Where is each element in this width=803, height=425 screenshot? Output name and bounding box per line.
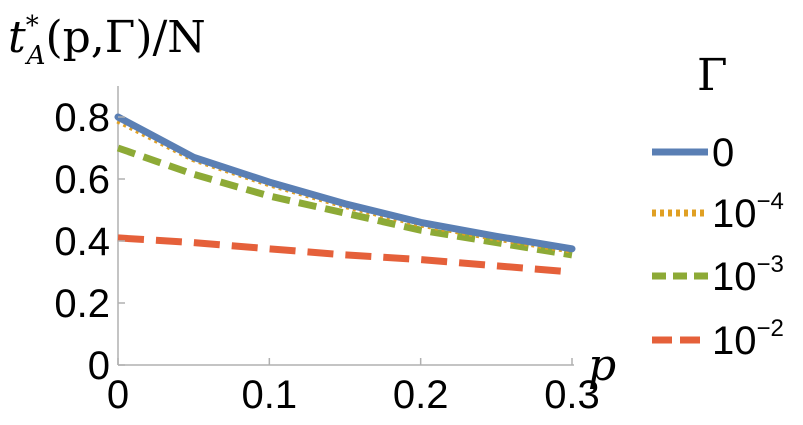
x-axis-title: p	[588, 340, 616, 391]
y-axis-title-t: t	[8, 12, 26, 63]
y-tick-label: 0.6	[54, 158, 110, 202]
axes	[117, 86, 574, 366]
series-line	[117, 234, 573, 276]
x-tick-label: 0.1	[242, 373, 298, 417]
y-axis-title-sup: *	[26, 11, 39, 41]
legend-label: 0	[712, 131, 734, 175]
y-axis-title-rest: (p,Γ)/N	[45, 12, 205, 63]
x-tick-label: 0.3	[544, 373, 600, 417]
series-line	[114, 113, 576, 253]
series-layer	[114, 113, 576, 276]
x-tick-label: 0	[107, 373, 129, 417]
y-tick-label: 0.8	[54, 96, 110, 140]
series-line	[116, 116, 573, 254]
y-tick-label: 0	[88, 344, 110, 388]
x-tick-label: 0.2	[393, 373, 449, 417]
legend-label: 10−3	[712, 251, 784, 299]
legend-title: Γ	[697, 50, 728, 101]
legend-label: 10−4	[712, 188, 784, 236]
y-axis-title: t* A(p,Γ)/N	[8, 11, 206, 71]
ticks-layer: 0 0.1 0.2 0.3 0 0.2 0.4 0.6 0.8	[54, 96, 599, 417]
legend-label: 10−2	[712, 315, 784, 363]
series-line	[116, 144, 573, 259]
legend: Γ 0 10−4 10−3 10−2	[652, 50, 784, 363]
y-tick-label: 0.4	[54, 220, 110, 264]
y-tick-label: 0.2	[54, 282, 110, 326]
y-axis-title-sub: A	[25, 41, 46, 71]
